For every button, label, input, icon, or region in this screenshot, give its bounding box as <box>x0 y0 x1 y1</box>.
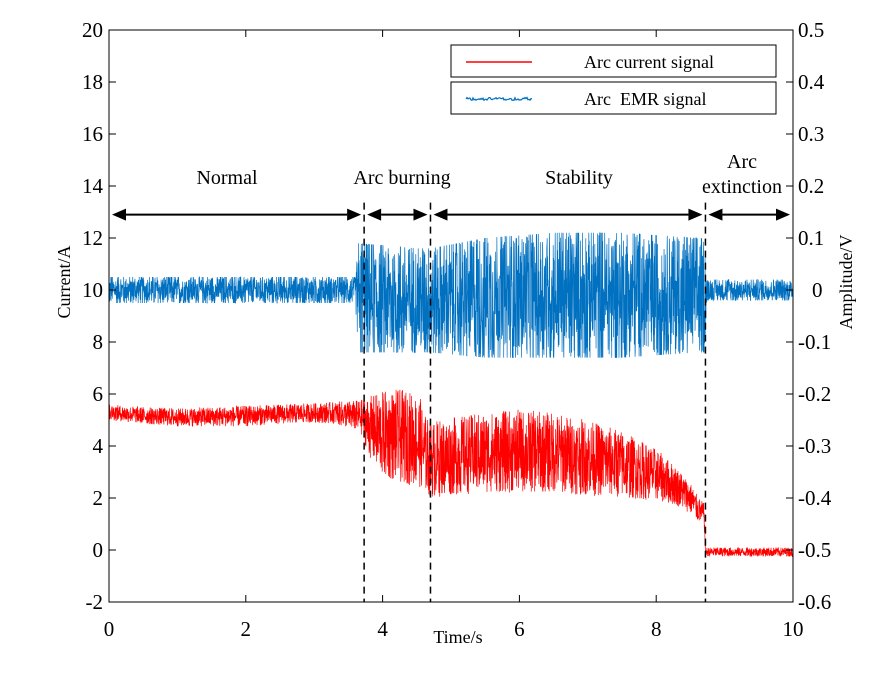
x-tick-label: 10 <box>783 617 804 641</box>
y-left-tick-label: 10 <box>82 278 103 302</box>
phase-arrow-head-left <box>367 208 382 221</box>
phase-label-arc-extinction-line2: extinction <box>702 176 782 198</box>
y-axis-right: -0.6 -0.5 -0.4 -0.3 -0.2 -0.1 0 0.1 0.2 0.3 0.4 0.5 <box>786 18 832 614</box>
phase-arrow-head-left <box>112 208 126 221</box>
x-axis: 0 2 4 6 8 10 <box>104 30 804 641</box>
y-left-tick-label: 16 <box>82 122 103 146</box>
phase-arrow-head-left <box>708 208 723 221</box>
arc-current-signal-series <box>109 389 793 558</box>
y-left-tick-label: 2 <box>93 486 104 510</box>
phase-label-normal: Normal <box>196 167 258 189</box>
y-right-tick-label: 0.3 <box>798 122 824 146</box>
y-right-tick-label: 0 <box>812 278 823 302</box>
phase-arrow-head-right <box>776 208 790 221</box>
y-left-tick-label: 6 <box>93 382 104 406</box>
x-tick-label: 4 <box>377 617 388 641</box>
y-left-tick-label: 14 <box>82 174 104 198</box>
y-right-tick-label: -0.2 <box>798 382 831 406</box>
arc-emr-signal-line <box>109 232 793 358</box>
legend-label-emr: Arc EMR signal <box>584 89 706 109</box>
legend-box-current <box>450 44 777 78</box>
legend-swatch-emr <box>465 96 533 102</box>
y-left-tick-label: 12 <box>82 226 103 250</box>
legend-label-current: Arc current signal <box>584 52 714 72</box>
y-axis-left-title: Current/A <box>54 246 74 319</box>
legend-box-emr <box>450 81 777 115</box>
y-left-tick-label: 20 <box>82 18 103 42</box>
phase-markers <box>112 202 790 602</box>
y-right-tick-label: -0.6 <box>798 590 831 614</box>
y-axis-left: -2 0 2 4 6 8 10 12 14 16 18 20 <box>82 18 116 614</box>
y-right-tick-label: 0.4 <box>798 70 825 94</box>
y-left-tick-label: 8 <box>93 330 104 354</box>
x-tick-label: 6 <box>514 617 525 641</box>
y-right-tick-label: -0.1 <box>798 330 831 354</box>
y-left-tick-label: -2 <box>86 590 104 614</box>
phase-label-arc-extinction-line1: Arc <box>727 151 757 173</box>
phase-arrow-head-right <box>688 208 703 221</box>
y-right-tick-label: 0.1 <box>798 226 824 250</box>
phase-arrow-head-right <box>413 208 428 221</box>
y-axis-right-title: Amplitude/V <box>836 235 856 330</box>
y-right-tick-label: 0.2 <box>798 174 824 198</box>
arc-emr-signal-series <box>109 232 793 358</box>
x-tick-label: 0 <box>104 617 115 641</box>
y-left-tick-label: 18 <box>82 70 103 94</box>
y-left-tick-label: 4 <box>93 434 104 458</box>
y-right-tick-label: -0.3 <box>798 434 831 458</box>
y-right-tick-label: -0.4 <box>798 486 832 510</box>
x-tick-label: 2 <box>241 617 252 641</box>
phase-arrow-head-left <box>433 208 448 221</box>
y-right-tick-label: 0.5 <box>798 18 824 42</box>
phase-label-arc-burning: Arc burning <box>353 167 450 189</box>
legend-swatch-emr-line <box>465 96 533 102</box>
x-axis-title: Time/s <box>433 627 482 647</box>
legend: Arc current signal Arc EMR signal <box>450 44 777 115</box>
phase-label-stability: Stability <box>545 167 613 189</box>
arc-current-signal-line <box>109 389 793 558</box>
plot-frame <box>108 29 794 603</box>
x-tick-label: 8 <box>651 617 662 641</box>
y-right-tick-label: -0.5 <box>798 538 831 562</box>
phase-arrow-head-right <box>347 208 362 221</box>
y-left-tick-label: 0 <box>93 538 104 562</box>
